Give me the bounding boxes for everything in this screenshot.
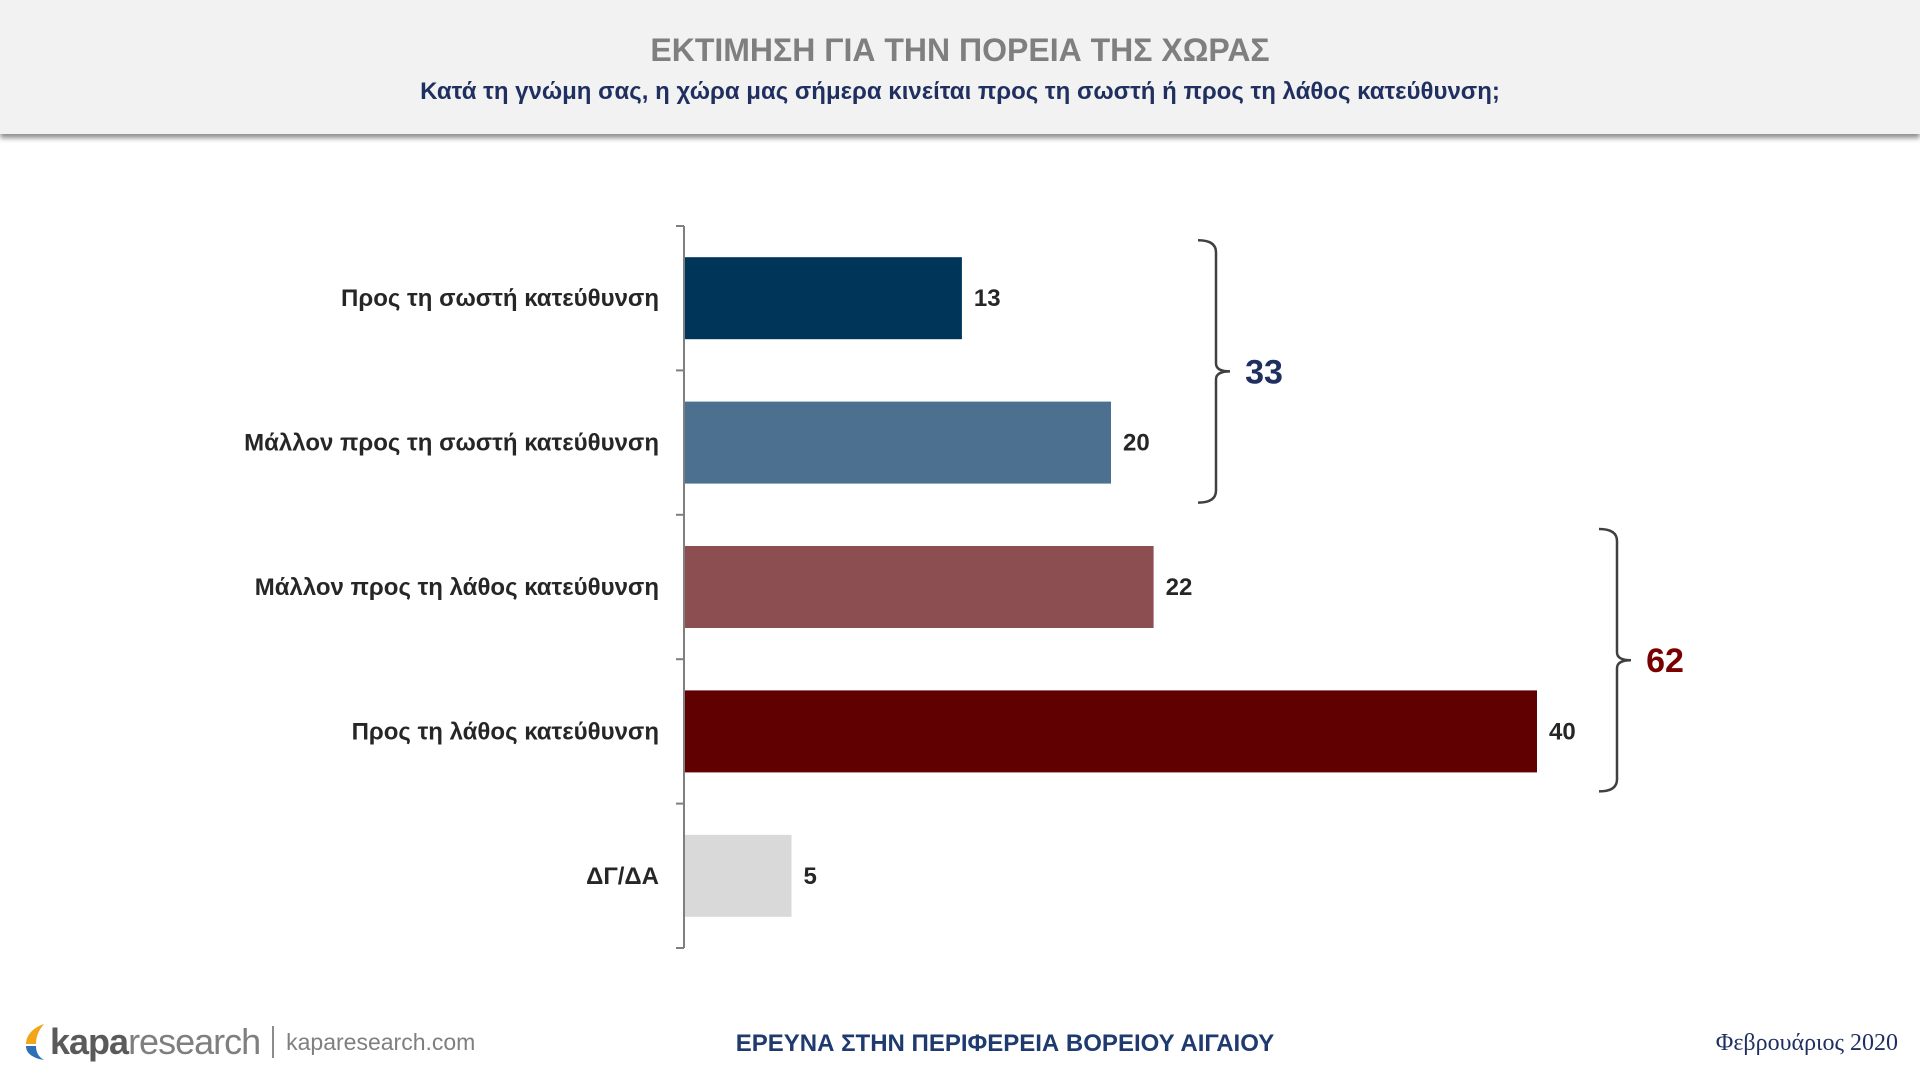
chart-subtitle: Κατά τη γνώμη σας, η χώρα μας σήμερα κιν… [420,78,1500,105]
group-brace [1197,238,1231,504]
bar [685,546,1154,628]
category-label: Μάλλον προς τη σωστή κατεύθυνση [244,430,659,457]
group-brace [1598,527,1632,793]
data-label: 13 [974,285,1001,312]
kapa-logo-icon [26,1024,44,1060]
group-total-label: 33 [1245,353,1283,391]
header-banner: ΕΚΤΙΜΗΣΗ ΓΙΑ ΤΗΝ ΠΟΡΕΙΑ ΤΗΣ ΧΩΡΑΣ Κατά τ… [0,0,1920,134]
category-label: Μάλλον προς τη λάθος κατεύθυνση [255,574,659,601]
bar [685,690,1537,773]
data-label: 22 [1166,574,1193,601]
logo-url: kaparesearch.com [286,1028,476,1055]
group-total-label: 62 [1646,642,1684,680]
bar [685,401,1111,484]
survey-date: Φεβρουάριος 2020 [1715,1030,1898,1056]
category-label: Προς τη λάθος κατεύθυνση [352,718,659,745]
category-label: ΔΓ/ΔΑ [586,863,659,890]
kapa-research-logo: kapa research kaparesearch.com [24,1020,475,1064]
logo-divider [272,1026,275,1058]
logo-brand-light: research [128,1021,261,1062]
data-label: 20 [1123,430,1150,457]
category-label: Προς τη σωστή κατεύθυνση [341,285,659,312]
logo-brand-bold: kapa [50,1021,129,1062]
data-label: 5 [804,863,817,890]
data-label: 40 [1549,718,1576,745]
survey-region-label: ΕΡΕΥΝΑ ΣΤΗΝ ΠΕΡΙΦΕΡΕΙΑ ΒΟΡΕΙΟΥ ΑΙΓΑΙΟΥ [735,1030,1275,1057]
chart-title: ΕΚΤΙΜΗΣΗ ΓΙΑ ΤΗΝ ΠΟΡΕΙΑ ΤΗΣ ΧΩΡΑΣ [650,32,1270,68]
bar [685,257,962,340]
bar [685,834,792,917]
